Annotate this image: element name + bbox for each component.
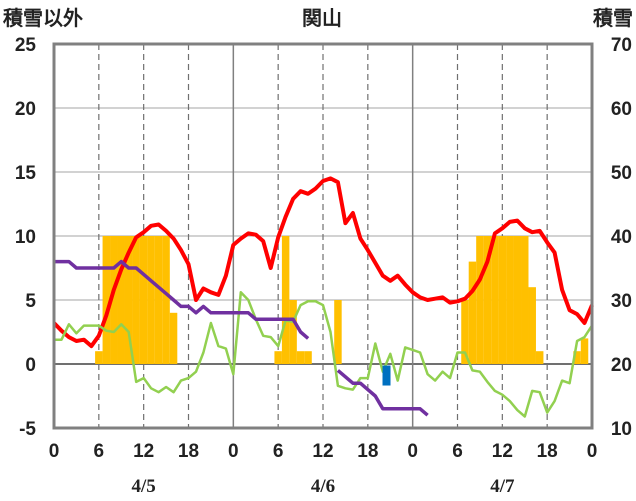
precipitation-bar	[573, 351, 581, 364]
precipitation-bar	[334, 300, 342, 364]
precipitation-bar	[468, 261, 477, 364]
x-tick-label: 18	[178, 441, 199, 462]
precipitation-bar	[169, 312, 178, 364]
precipitation-bar	[304, 351, 312, 364]
left-tick-label: 10	[15, 227, 36, 248]
date-label: 4/6	[311, 476, 335, 497]
chart-title: 関山	[302, 7, 342, 30]
precipitation-bar	[535, 351, 544, 364]
x-tick-label: 12	[312, 441, 333, 462]
precipitation-bars	[95, 236, 589, 364]
right-tick-label: 70	[611, 35, 632, 56]
x-tick-label: 0	[228, 441, 239, 462]
precipitation-bar	[528, 287, 536, 364]
right-tick-label: 60	[611, 99, 632, 120]
left-tick-label: 25	[15, 35, 37, 56]
right-tick-label: 10	[611, 419, 632, 440]
marker-point	[382, 365, 391, 386]
left-axis-label: 積雪以外	[3, 6, 83, 30]
x-tick-label: 12	[133, 441, 154, 462]
x-tick-label: 0	[49, 441, 60, 462]
date-label: 4/7	[490, 476, 515, 497]
precipitation-bar	[296, 351, 305, 364]
date-label: 4/5	[132, 476, 156, 497]
precipitation-bar	[110, 236, 118, 364]
precipitation-bar	[498, 236, 507, 364]
grid-lines	[54, 44, 592, 428]
series-lines	[52, 176, 594, 418]
x-tick-label: 6	[452, 441, 463, 462]
x-tick-label: 6	[94, 441, 105, 462]
x-tick-label: 0	[587, 441, 598, 462]
precipitation-bar	[274, 351, 282, 364]
precipitation-bar	[139, 236, 148, 364]
precipitation-bar	[117, 236, 125, 364]
left-tick-label: 0	[25, 355, 36, 376]
precipitation-bar	[281, 236, 290, 364]
precipitation-bar	[289, 300, 297, 364]
precipitation-bar	[147, 236, 155, 364]
left-tick-label: 5	[25, 291, 36, 312]
right-tick-label: 40	[611, 227, 632, 248]
plot-frame	[52, 42, 594, 430]
x-tick-label: 0	[407, 441, 418, 462]
left-tick-label: 20	[15, 99, 36, 120]
left-tick-label: -5	[19, 419, 36, 440]
right-tick-label: 20	[611, 355, 632, 376]
precipitation-bar	[580, 338, 589, 364]
x-tick-label: 6	[273, 441, 284, 462]
x-tick-label: 18	[357, 441, 378, 462]
x-tick-label: 18	[537, 441, 558, 462]
left-tick-label: 15	[15, 163, 37, 184]
precipitation-bar	[461, 300, 469, 364]
right-tick-label: 30	[611, 291, 632, 312]
precipitation-bar	[491, 236, 499, 364]
x-tick-label: 12	[492, 441, 513, 462]
precipitation-bar	[132, 236, 140, 364]
right-axis-label: 積雪	[593, 7, 633, 30]
precipitation-bar	[162, 236, 170, 364]
precipitation-bar	[154, 236, 163, 364]
precipitation-bar	[102, 236, 111, 364]
precipitation-bar	[476, 236, 484, 364]
snow_depth-line	[54, 259, 310, 340]
precipitation-bar	[124, 236, 133, 364]
right-tick-label: 50	[611, 163, 632, 184]
snow_depth-line	[336, 369, 429, 417]
precipitation-bar	[483, 236, 492, 364]
precipitation-bar	[513, 236, 522, 364]
precipitation-bar	[506, 236, 514, 364]
wind-line	[54, 291, 594, 418]
temperature-line	[52, 176, 594, 349]
precipitation-bar	[95, 351, 103, 364]
precipitation-bar	[521, 236, 529, 364]
